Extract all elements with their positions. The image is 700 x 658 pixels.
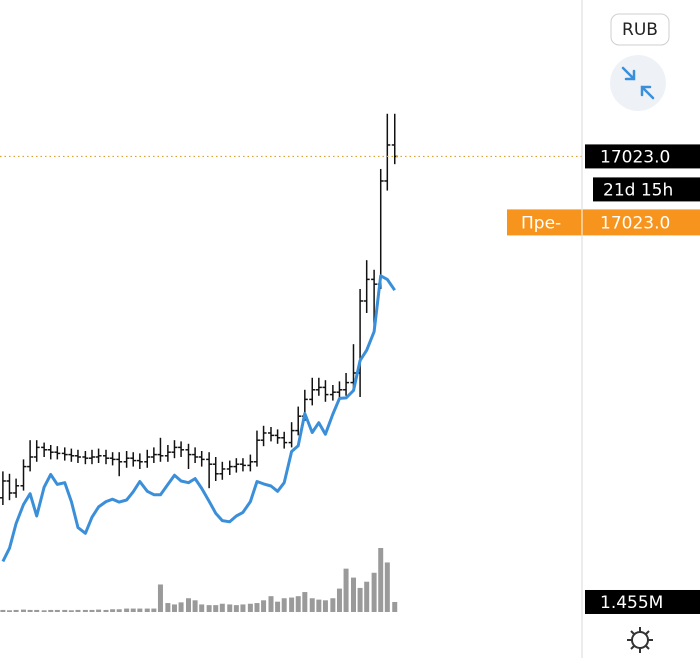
volume-bar bbox=[82, 609, 88, 612]
volume-bar bbox=[186, 598, 192, 612]
volume-bar bbox=[289, 597, 295, 612]
volume-bar bbox=[206, 605, 212, 612]
volume-bar bbox=[275, 601, 281, 612]
currency-button-frame[interactable] bbox=[610, 13, 670, 46]
volume-bar bbox=[281, 598, 287, 612]
volume-bar bbox=[219, 603, 225, 612]
volume-bar bbox=[378, 548, 384, 612]
volume-bar bbox=[384, 562, 390, 612]
volume-bar bbox=[309, 598, 315, 612]
collapse-icon[interactable] bbox=[621, 66, 655, 100]
volume-bar bbox=[247, 603, 253, 612]
volume-bar bbox=[96, 609, 102, 612]
volume-bar bbox=[116, 609, 122, 612]
volume-badge bbox=[585, 589, 700, 614]
last-price-badge bbox=[585, 144, 700, 169]
volume-bar bbox=[54, 609, 60, 612]
volume-bar bbox=[268, 596, 274, 612]
volume-bar bbox=[357, 587, 363, 612]
volume-bar bbox=[124, 608, 130, 612]
volume-bar bbox=[137, 608, 143, 612]
volume-bar bbox=[165, 603, 171, 612]
volume-bar bbox=[89, 609, 95, 612]
volume-bar bbox=[371, 572, 377, 612]
settings-button[interactable] bbox=[627, 627, 653, 653]
volume-bar bbox=[130, 608, 136, 612]
prev-close-badge bbox=[507, 209, 700, 236]
volume-bar bbox=[27, 609, 33, 612]
prev-close-label: 17023.0 bbox=[600, 213, 670, 233]
volume-bar bbox=[62, 609, 68, 612]
collapse-button-bg[interactable] bbox=[610, 55, 666, 111]
volume-badge-label: 1.455M bbox=[600, 593, 663, 613]
volume-bar bbox=[178, 602, 184, 612]
volume-bar bbox=[6, 610, 12, 612]
countdown-badge bbox=[593, 177, 700, 202]
volume-bar bbox=[213, 605, 219, 612]
volume-bar bbox=[364, 581, 370, 612]
volume-bar bbox=[336, 588, 342, 612]
volume-bar bbox=[110, 609, 116, 612]
volume-bar bbox=[350, 577, 356, 612]
prev-close-name: Пре- bbox=[521, 213, 561, 233]
volume-bar bbox=[295, 596, 301, 612]
last-price-label: 17023.0 bbox=[600, 147, 670, 167]
volume-bar bbox=[41, 610, 47, 612]
volume-bar bbox=[316, 599, 322, 612]
collapse-button[interactable] bbox=[610, 55, 666, 111]
volume-bar bbox=[261, 600, 267, 612]
comparison-line bbox=[1, 274, 396, 563]
gear-teeth[interactable] bbox=[627, 627, 653, 653]
volume-bar bbox=[233, 605, 239, 612]
volume-bar bbox=[302, 592, 308, 612]
volume-bar bbox=[103, 609, 109, 612]
price-badges: 17023.0 21d 15h Пре- 17023.0 1.455M bbox=[507, 144, 700, 614]
volume-bar bbox=[227, 604, 233, 612]
volume-bar bbox=[330, 598, 336, 612]
currency-button[interactable]: RUB bbox=[610, 13, 670, 46]
volume-bar bbox=[392, 601, 398, 612]
volume-bar bbox=[240, 604, 246, 612]
volume-bar bbox=[322, 600, 328, 612]
volume-bar bbox=[34, 609, 40, 612]
volume-bar bbox=[13, 609, 19, 612]
volume-bar bbox=[192, 600, 198, 612]
volume-bar bbox=[343, 568, 349, 612]
volume-bar bbox=[199, 604, 205, 612]
volume-bar bbox=[0, 609, 6, 612]
volume-bar bbox=[48, 609, 54, 612]
volume-bar bbox=[254, 603, 260, 612]
countdown-label: 21d 15h bbox=[603, 180, 673, 200]
plot-area bbox=[0, 113, 582, 612]
volume-bar bbox=[144, 608, 150, 612]
volume-bar bbox=[75, 609, 81, 612]
volume-bar bbox=[68, 610, 74, 612]
volume-bar bbox=[171, 604, 177, 612]
volume-bar bbox=[157, 584, 163, 612]
volume-bar bbox=[151, 608, 157, 612]
volume-bar bbox=[21, 609, 27, 612]
currency-label[interactable]: RUB bbox=[622, 20, 658, 40]
